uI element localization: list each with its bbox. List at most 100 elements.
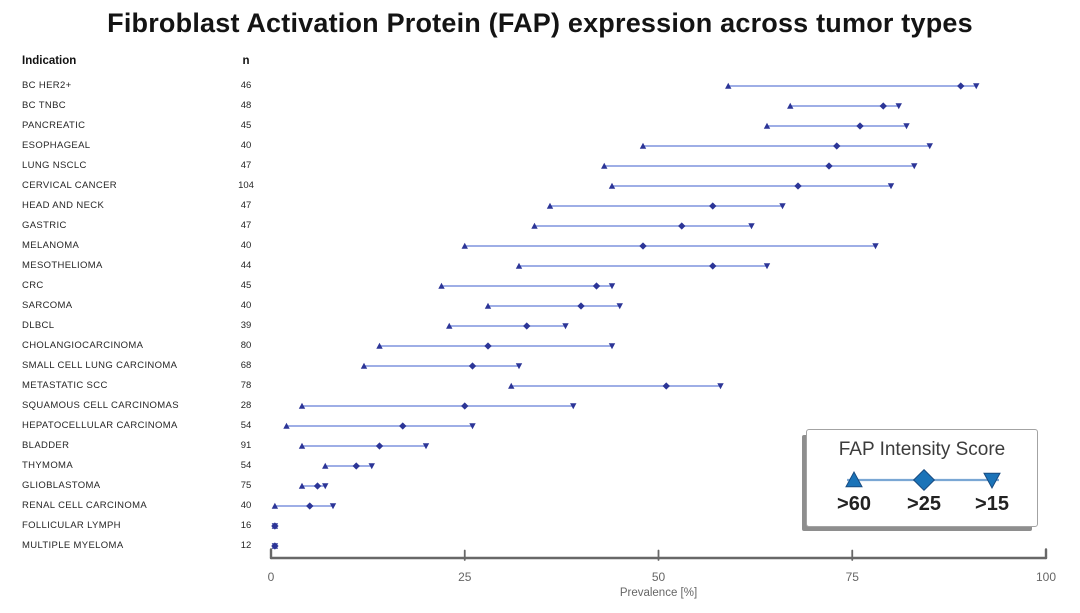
n-value: 68	[240, 360, 252, 371]
diamond-marker	[484, 342, 492, 350]
triangle-down-marker	[748, 223, 755, 230]
diamond-marker	[662, 382, 670, 390]
diamond-marker	[375, 442, 384, 450]
indication-label: SMALL CELL LUNG CARCINOMA	[22, 360, 178, 371]
indication-label: DLBCL	[22, 320, 55, 331]
triangle-up-marker	[446, 322, 453, 329]
triangle-down-icon	[983, 472, 1001, 490]
n-value: 104	[238, 180, 254, 191]
indication-label: BC HER2+	[22, 80, 72, 91]
axis-tick-label: 75	[846, 570, 860, 584]
diamond-marker	[678, 222, 686, 230]
indication-label: RENAL CELL CARCINOMA	[22, 500, 148, 511]
indication-label: CERVICAL CANCER	[22, 180, 117, 191]
x-axis-title: Prevalence [%]	[620, 587, 697, 599]
n-value: 47	[240, 220, 252, 231]
n-value: 91	[240, 440, 252, 451]
triangle-down-marker	[926, 143, 933, 150]
n-value: 39	[240, 320, 252, 331]
triangle-up-marker	[639, 142, 647, 149]
legend-box: FAP Intensity Score >60 >25 >15	[806, 429, 1038, 527]
n-value: 28	[240, 400, 252, 411]
diamond-marker	[709, 202, 717, 210]
triangle-up-marker	[608, 182, 616, 189]
triangle-down-marker	[562, 323, 569, 330]
indication-label: HEPATOCELLULAR CARCINOMA	[22, 420, 178, 431]
triangle-down-marker	[763, 263, 771, 270]
indication-label: GLIOBLASTOMA	[22, 480, 101, 491]
n-value: 40	[240, 140, 252, 151]
n-value: 75	[240, 480, 252, 491]
triangle-down-marker	[616, 303, 623, 310]
n-value: 48	[240, 100, 252, 111]
indication-label: THYMOMA	[22, 460, 74, 471]
triangle-up-marker	[438, 282, 445, 289]
triangle-down-marker	[515, 363, 523, 370]
n-value: 40	[240, 500, 252, 511]
triangle-down-marker	[329, 503, 337, 510]
diamond-marker	[639, 242, 647, 250]
diamond-marker	[523, 322, 531, 330]
legend-marker-strip	[845, 468, 1001, 492]
indication-label: MELANOMA	[22, 240, 80, 251]
indication-label: LUNG NSCLC	[22, 160, 87, 171]
axis-tick-label: 100	[1036, 570, 1056, 584]
triangle-down-marker	[271, 523, 279, 530]
indication-label: PANCREATIC	[22, 120, 86, 131]
triangle-down-marker	[973, 83, 980, 90]
n-value: 40	[240, 240, 252, 251]
legend-title: FAP Intensity Score	[838, 439, 1006, 460]
axis-tick-label: 0	[268, 570, 275, 584]
diamond-marker	[794, 182, 802, 190]
indication-label: CRC	[22, 280, 44, 291]
triangle-up-marker	[725, 82, 732, 89]
n-value: 45	[240, 280, 252, 291]
indication-label: HEAD AND NECK	[22, 200, 105, 211]
n-value: 80	[240, 340, 252, 351]
triangle-down-marker	[779, 203, 786, 210]
indication-label: MULTIPLE MYELOMA	[22, 540, 124, 551]
n-value: 54	[240, 460, 252, 471]
n-value: 44	[240, 260, 252, 271]
diamond-marker	[856, 122, 864, 130]
n-value: 46	[240, 80, 252, 91]
n-value: 16	[240, 520, 252, 531]
triangle-up-marker	[531, 222, 538, 229]
indication-label: SARCOMA	[22, 300, 73, 311]
triangle-down-marker	[570, 403, 577, 410]
triangle-down-marker	[717, 383, 724, 390]
diamond-marker	[879, 102, 887, 110]
n-value: 40	[240, 300, 252, 311]
triangle-up-marker	[360, 362, 368, 369]
n-value: 47	[240, 160, 252, 171]
triangle-up-marker	[271, 502, 279, 509]
diamond-marker	[833, 142, 841, 150]
triangle-down-marker	[422, 443, 430, 450]
triangle-up-marker	[298, 482, 306, 489]
legend-label-gt25: >25	[907, 493, 941, 515]
diamond-marker	[306, 502, 314, 510]
triangle-down-marker	[368, 463, 375, 470]
triangle-up-marker	[787, 102, 794, 109]
n-value: 78	[240, 380, 252, 391]
n-value: 47	[240, 200, 252, 211]
triangle-down-marker	[887, 183, 895, 190]
triangle-down-marker	[322, 483, 329, 490]
diamond-marker	[592, 282, 601, 290]
n-value: 12	[240, 540, 252, 551]
x-axis: 0 25 50 75 100 Prevalence [%]	[268, 548, 1056, 599]
diamond-icon	[912, 468, 936, 492]
diamond-marker	[577, 302, 585, 310]
n-value: 54	[240, 420, 252, 431]
triangle-up-marker	[484, 302, 492, 309]
triangle-up-marker	[508, 382, 515, 389]
diamond-marker	[313, 482, 322, 490]
diamond-marker	[468, 362, 477, 370]
triangle-down-marker	[903, 123, 910, 130]
diamond-marker	[399, 422, 407, 430]
triangle-down-marker	[608, 343, 616, 350]
triangle-up-marker	[515, 262, 523, 269]
indication-label: GASTRIC	[22, 220, 67, 231]
triangle-up-marker	[601, 162, 608, 169]
